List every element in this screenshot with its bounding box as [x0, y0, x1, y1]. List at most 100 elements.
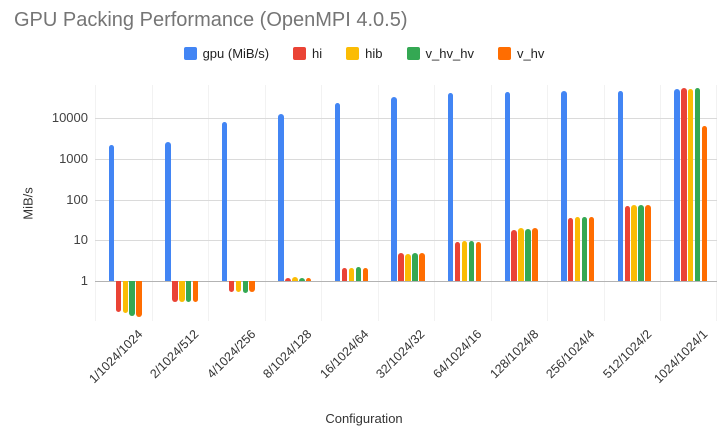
bar-gpu-mib-s-256-1024-4[interactable] — [561, 90, 567, 281]
y-tick-label-100: 100 — [66, 191, 88, 207]
x-tick-label-1024-1024-1: 1024/1024/1 — [651, 327, 711, 387]
y-tick-label-10000: 10000 — [51, 110, 88, 125]
bar-v-hv-hv-2-1024-512[interactable] — [185, 281, 192, 303]
legend-item-v-hv-hv[interactable]: v_hv_hv — [406, 46, 474, 61]
bar-gpu-mib-s-512-1024-2[interactable] — [617, 91, 624, 281]
bar-v-hv-1024-1024-1[interactable] — [701, 125, 708, 281]
bar-hi-1024-1024-1[interactable] — [681, 88, 687, 281]
vertical-gridline — [604, 85, 605, 321]
bar-hib-32-1024-32[interactable] — [405, 253, 411, 281]
bar-v-hv-hv-8-1024-128[interactable] — [299, 277, 305, 281]
legend-label: hi — [312, 46, 323, 61]
bar-hi-16-1024-64[interactable] — [341, 267, 348, 281]
bar-v-hv-16-1024-64[interactable] — [362, 267, 368, 281]
bar-hib-16-1024-64[interactable] — [348, 267, 355, 281]
vertical-gridline — [208, 85, 209, 321]
bar-hi-256-1024-4[interactable] — [567, 217, 574, 281]
bar-v-hv-8-1024-128[interactable] — [305, 277, 312, 281]
legend-item-hi[interactable]: hi — [293, 46, 322, 61]
bar-hi-8-1024-128[interactable] — [285, 277, 291, 281]
bar-hi-64-1024-16[interactable] — [454, 241, 461, 281]
bar-v-hv-1-1024-1024[interactable] — [136, 281, 142, 318]
bar-v-hv-hv-512-1024-2[interactable] — [638, 205, 644, 281]
y-tick-label-1000: 1000 — [59, 150, 88, 166]
horizontal-gridline-10000 — [95, 118, 717, 119]
vertical-gridline — [434, 85, 435, 321]
bar-v-hv-hv-4-1024-256[interactable] — [242, 281, 248, 293]
bar-v-hv-256-1024-4[interactable] — [588, 216, 595, 281]
bar-v-hv-512-1024-2[interactable] — [645, 204, 651, 281]
legend-swatch-icon — [293, 47, 307, 60]
vertical-gridline — [321, 85, 322, 321]
legend-label: hib — [365, 46, 383, 61]
bar-v-hv-hv-16-1024-64[interactable] — [355, 267, 362, 281]
bar-gpu-mib-s-128-1024-8[interactable] — [504, 91, 511, 281]
legend-item-gpu-mib-s[interactable]: gpu (MiB/s) — [183, 46, 269, 61]
horizontal-gridline-10 — [95, 240, 717, 241]
bar-gpu-mib-s-1-1024-1024[interactable] — [108, 144, 115, 281]
x-tick-label-128-1024-8: 128/1024/8 — [486, 327, 541, 382]
bar-v-hv-hv-256-1024-4[interactable] — [581, 216, 588, 281]
vertical-gridline — [95, 85, 96, 321]
legend-label: v_hv_hv — [425, 46, 474, 61]
bar-v-hv-hv-1024-1024-1[interactable] — [694, 87, 701, 281]
bar-gpu-mib-s-16-1024-64[interactable] — [334, 103, 341, 281]
bar-hib-64-1024-16[interactable] — [461, 241, 468, 281]
bar-hib-8-1024-128[interactable] — [292, 277, 298, 281]
plot-area — [95, 85, 717, 321]
bar-v-hv-4-1024-256[interactable] — [249, 281, 255, 292]
bar-v-hv-hv-64-1024-16[interactable] — [468, 240, 475, 281]
vertical-gridline — [491, 85, 492, 321]
bar-hi-1-1024-1024[interactable] — [115, 281, 122, 313]
bar-gpu-mib-s-2-1024-512[interactable] — [165, 142, 171, 281]
bar-hi-128-1024-8[interactable] — [511, 229, 517, 281]
bar-v-hv-hv-128-1024-8[interactable] — [525, 228, 531, 281]
bar-gpu-mib-s-1024-1024-1[interactable] — [674, 89, 680, 281]
x-tick-label-4-1024-256: 4/1024/256 — [204, 327, 259, 382]
x-tick-label-256-1024-4: 256/1024/4 — [543, 327, 598, 382]
bar-hib-4-1024-256[interactable] — [235, 281, 242, 292]
vertical-gridline — [378, 85, 379, 321]
legend: gpu (MiB/s) hi hib v_hv_hv v_hv — [0, 46, 728, 61]
bar-hib-1-1024-1024[interactable] — [122, 281, 129, 314]
legend-item-hib[interactable]: hib — [346, 46, 383, 61]
chart-title: GPU Packing Performance (OpenMPI 4.0.5) — [14, 9, 408, 31]
x-tick-label-1-1024-1024: 1/1024/1024 — [86, 327, 146, 387]
legend-swatch-icon — [346, 47, 360, 60]
y-tick-label-1: 1 — [80, 273, 88, 288]
horizontal-gridline-1000 — [95, 159, 717, 160]
bar-gpu-mib-s-4-1024-256[interactable] — [221, 121, 228, 281]
horizontal-gridline-1 — [95, 281, 717, 282]
bar-hi-4-1024-256[interactable] — [228, 281, 235, 292]
bar-hib-512-1024-2[interactable] — [631, 204, 637, 281]
y-tick-label-10: 10 — [73, 232, 88, 248]
vertical-gridline — [660, 85, 661, 321]
bar-v-hv-128-1024-8[interactable] — [532, 227, 538, 281]
bar-hib-128-1024-8[interactable] — [518, 227, 524, 281]
bar-v-hv-hv-1-1024-1024[interactable] — [129, 281, 135, 316]
bar-gpu-mib-s-32-1024-32[interactable] — [391, 96, 397, 281]
bar-hib-2-1024-512[interactable] — [179, 281, 185, 303]
x-tick-label-64-1024-16: 64/1024/16 — [430, 327, 485, 382]
bar-hi-512-1024-2[interactable] — [624, 205, 631, 281]
bar-v-hv-2-1024-512[interactable] — [192, 281, 199, 302]
bar-gpu-mib-s-64-1024-16[interactable] — [447, 93, 454, 281]
x-tick-label-8-1024-128: 8/1024/128 — [260, 327, 315, 382]
legend-item-v-hv[interactable]: v_hv — [497, 46, 545, 61]
bar-v-hv-64-1024-16[interactable] — [475, 241, 482, 281]
bar-gpu-mib-s-8-1024-128[interactable] — [278, 114, 284, 281]
bar-hib-1024-1024-1[interactable] — [687, 89, 694, 281]
bar-hi-2-1024-512[interactable] — [172, 281, 178, 302]
x-axis-title: Configuration — [325, 411, 403, 426]
bar-v-hv-hv-32-1024-32[interactable] — [412, 253, 418, 281]
vertical-gridline — [152, 85, 153, 321]
bar-v-hv-32-1024-32[interactable] — [419, 252, 425, 281]
bar-hib-256-1024-4[interactable] — [574, 216, 581, 281]
x-tick-label-16-1024-64: 16/1024/64 — [317, 327, 372, 382]
vertical-gridline — [265, 85, 266, 321]
legend-label: v_hv — [516, 46, 545, 61]
legend-swatch-icon — [497, 47, 511, 60]
vertical-gridline — [547, 85, 548, 321]
bar-hi-32-1024-32[interactable] — [398, 252, 404, 281]
